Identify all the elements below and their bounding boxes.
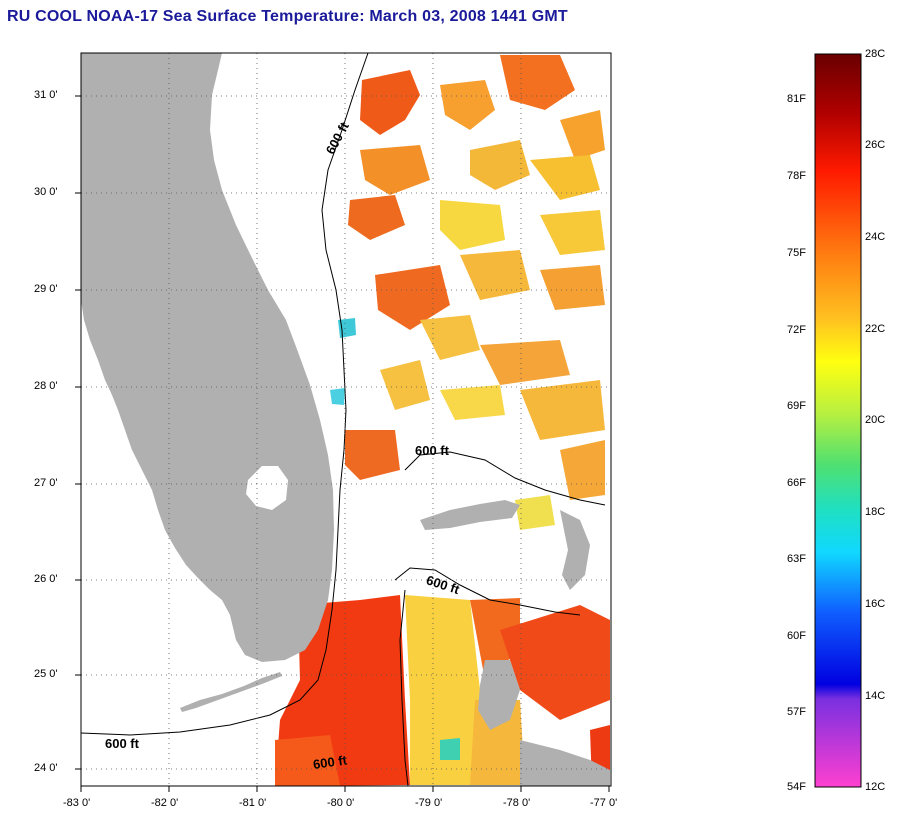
sst-patch xyxy=(500,605,610,720)
sst-patch xyxy=(560,440,605,500)
colorbar-f-label: 60F xyxy=(787,630,806,642)
sst-patch xyxy=(440,738,460,760)
sst-patch xyxy=(480,340,570,385)
contour-600ft-south xyxy=(394,567,581,616)
contour-label: 600 ft xyxy=(312,752,348,772)
sst-patch xyxy=(345,430,400,480)
andros-land xyxy=(478,660,520,730)
lake-okeechobee xyxy=(246,466,288,510)
sst-patch xyxy=(440,200,505,250)
colorbar-f-label: 57F xyxy=(787,706,806,718)
florida-land xyxy=(81,53,334,662)
map-title: RU COOL NOAA-17 Sea Surface Temperature:… xyxy=(7,8,568,25)
colorbar-c-label: 18C xyxy=(865,506,886,518)
sst-patch xyxy=(530,155,600,200)
lon-label: -81 0' xyxy=(239,797,267,809)
sst-patch xyxy=(460,250,530,300)
lon-label: -83 0' xyxy=(63,797,91,809)
sst-patch xyxy=(330,388,345,405)
sst-patch xyxy=(515,495,555,530)
colorbar-c-label: 14C xyxy=(865,690,886,702)
colorbar-f-label: 72F xyxy=(787,324,806,336)
colorbar-f-label: 54F xyxy=(787,781,806,793)
colorbar-f-label: 63F xyxy=(787,553,806,565)
colorbar-c-label: 26C xyxy=(865,139,886,151)
contour-600ft-bahamas-north xyxy=(404,451,606,506)
contour-label: 600 ft xyxy=(415,443,450,458)
colorbar-c-label: 12C xyxy=(865,781,886,793)
colorbar-f-label: 69F xyxy=(787,400,806,412)
lat-label: 24 0' xyxy=(34,762,58,774)
colorbar-c-label: 24C xyxy=(865,231,886,243)
lat-label: 26 0' xyxy=(34,573,58,585)
lat-label: 27 0' xyxy=(34,477,58,489)
colorbar-c-label: 20C xyxy=(865,414,886,426)
sst-patch xyxy=(440,385,505,420)
sst-patch xyxy=(520,380,605,440)
lat-label: 31 0' xyxy=(34,89,58,101)
lon-label: -80 0' xyxy=(327,797,355,809)
sst-patch xyxy=(560,110,605,160)
colorbar-f-label: 78F xyxy=(787,170,806,182)
sst-patch xyxy=(375,265,450,330)
colorbar-c-label: 22C xyxy=(865,323,886,335)
sst-patch xyxy=(470,140,530,190)
sst-patch xyxy=(470,700,525,785)
axis-ticks xyxy=(75,95,610,792)
graticule xyxy=(81,53,611,786)
colorbar-f-label: 66F xyxy=(787,477,806,489)
sst-patch xyxy=(405,595,480,785)
sst-patch xyxy=(540,210,605,255)
map-frame xyxy=(80,52,612,787)
colorbar-c-label: 16C xyxy=(865,598,886,610)
sst-patch xyxy=(360,145,430,195)
sst-patch xyxy=(470,598,520,680)
sst-patch xyxy=(440,80,495,130)
lon-label: -79 0' xyxy=(415,797,443,809)
colorbar-f-label: 75F xyxy=(787,247,806,259)
cuba-land xyxy=(520,740,610,786)
lat-label: 28 0' xyxy=(34,380,58,392)
contour-label: 600 ft xyxy=(105,736,140,751)
colorbar-scale xyxy=(814,53,862,788)
lat-label: 29 0' xyxy=(34,283,58,295)
lat-label: 30 0' xyxy=(34,186,58,198)
sst-field xyxy=(275,55,610,786)
lon-label: -78 0' xyxy=(503,797,531,809)
sst-patch xyxy=(380,360,430,410)
grand-bahama-land xyxy=(420,500,520,530)
sst-patch xyxy=(275,735,340,786)
sst-patch xyxy=(348,195,405,240)
florida-keys xyxy=(180,672,282,712)
sst-patch xyxy=(360,70,420,135)
lat-label: 25 0' xyxy=(34,668,58,680)
lon-label: -82 0' xyxy=(151,797,179,809)
colorbar-f-label: 81F xyxy=(787,93,806,105)
abaco-land xyxy=(560,510,590,590)
sst-patch xyxy=(540,265,605,310)
colorbar-c-label: 28C xyxy=(865,48,886,60)
lon-label: -77 0' xyxy=(590,797,618,809)
sst-patch xyxy=(420,315,480,360)
